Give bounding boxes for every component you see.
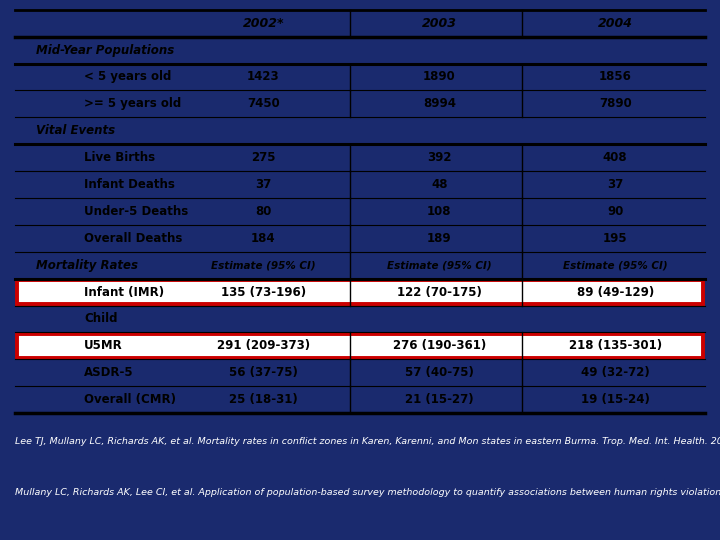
Text: 108: 108: [427, 205, 451, 218]
Text: Overall (CMR): Overall (CMR): [84, 393, 176, 406]
Text: 80: 80: [256, 205, 271, 218]
Text: Lee TJ, Mullany LC, Richards AK, et al. Mortality rates in conflict zones in Kar: Lee TJ, Mullany LC, Richards AK, et al. …: [15, 437, 720, 446]
Text: Estimate (95% CI): Estimate (95% CI): [387, 260, 492, 270]
Text: 37: 37: [607, 178, 624, 191]
Text: 7890: 7890: [599, 97, 631, 110]
Text: 2002*: 2002*: [243, 17, 284, 30]
Text: < 5 years old: < 5 years old: [84, 70, 171, 84]
Bar: [17, 334, 703, 358]
Text: Estimate (95% CI): Estimate (95% CI): [211, 260, 316, 270]
Text: 218 (135-301): 218 (135-301): [569, 339, 662, 353]
Text: 37: 37: [256, 178, 271, 191]
Text: Mullany LC, Richards AK, Lee CI, et al. Application of population-based survey m: Mullany LC, Richards AK, Lee CI, et al. …: [15, 488, 720, 497]
Text: Vital Events: Vital Events: [36, 124, 115, 137]
Text: >= 5 years old: >= 5 years old: [84, 97, 181, 110]
Text: 90: 90: [607, 205, 624, 218]
Text: 56 (37-75): 56 (37-75): [229, 366, 298, 379]
Text: 25 (18-31): 25 (18-31): [229, 393, 298, 406]
Text: Child: Child: [84, 313, 117, 326]
Text: 275: 275: [251, 151, 276, 164]
Text: Infant (IMR): Infant (IMR): [84, 286, 164, 299]
Text: 2004: 2004: [598, 17, 633, 30]
Text: 1890: 1890: [423, 70, 456, 84]
Text: 2003: 2003: [422, 17, 456, 30]
Text: 1423: 1423: [247, 70, 280, 84]
Text: 122 (70-175): 122 (70-175): [397, 286, 482, 299]
Text: 195: 195: [603, 232, 628, 245]
Text: Under-5 Deaths: Under-5 Deaths: [84, 205, 189, 218]
Text: 89 (49-129): 89 (49-129): [577, 286, 654, 299]
Text: 408: 408: [603, 151, 628, 164]
Text: 7450: 7450: [247, 97, 280, 110]
Text: 276 (190-361): 276 (190-361): [392, 339, 486, 353]
Text: Mortality Rates: Mortality Rates: [36, 259, 138, 272]
Text: Estimate (95% CI): Estimate (95% CI): [563, 260, 667, 270]
Text: Overall Deaths: Overall Deaths: [84, 232, 182, 245]
Text: 48: 48: [431, 178, 448, 191]
Text: Live Births: Live Births: [84, 151, 156, 164]
Text: 189: 189: [427, 232, 451, 245]
Text: U5MR: U5MR: [84, 339, 123, 353]
Text: 57 (40-75): 57 (40-75): [405, 366, 474, 379]
Text: 135 (73-196): 135 (73-196): [221, 286, 306, 299]
Text: 392: 392: [427, 151, 451, 164]
Text: 184: 184: [251, 232, 276, 245]
Text: Mid-Year Populations: Mid-Year Populations: [36, 44, 174, 57]
Text: 1856: 1856: [599, 70, 631, 84]
Text: ASDR-5: ASDR-5: [84, 366, 134, 379]
Text: Infant Deaths: Infant Deaths: [84, 178, 175, 191]
Text: 8994: 8994: [423, 97, 456, 110]
Text: 49 (32-72): 49 (32-72): [581, 366, 649, 379]
Text: 19 (15-24): 19 (15-24): [581, 393, 649, 406]
Bar: [17, 280, 703, 305]
Text: 21 (15-27): 21 (15-27): [405, 393, 474, 406]
Text: 291 (209-373): 291 (209-373): [217, 339, 310, 353]
